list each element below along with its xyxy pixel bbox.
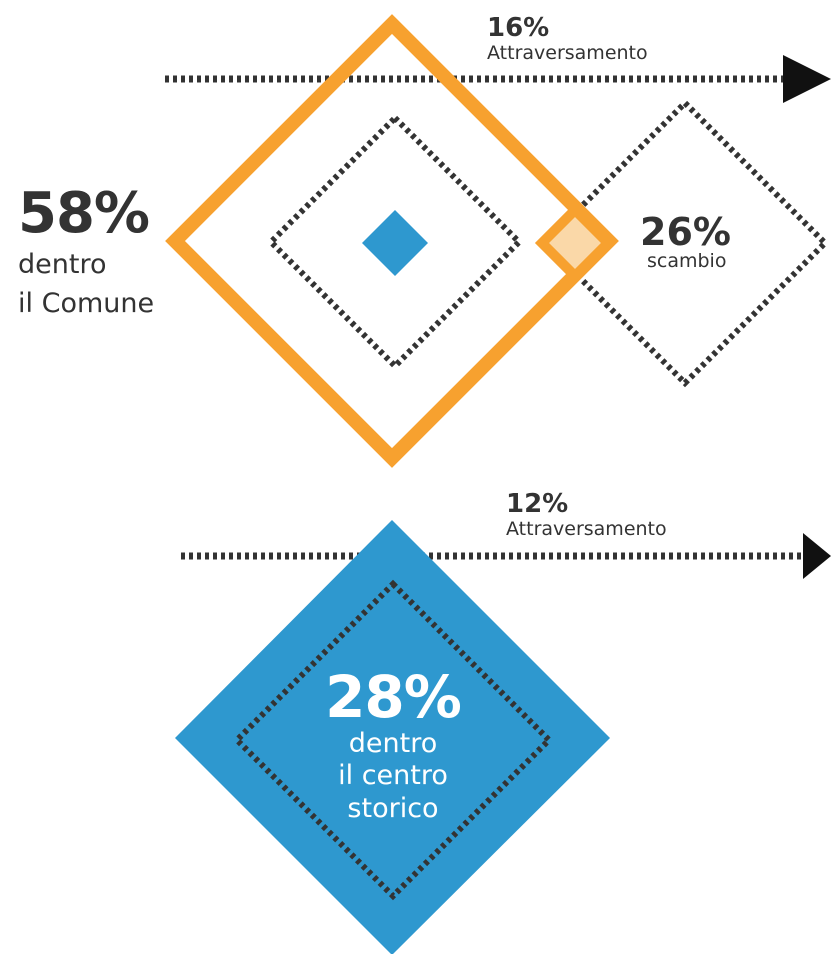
attraversamento-comune-label: Attraversamento [487, 42, 648, 64]
comune-label-line1: dentro [18, 249, 107, 280]
scambio-label: scambio [647, 250, 727, 272]
centro-inner-dotted-diamond [232, 579, 554, 901]
comune-label-line2: il Comune [18, 288, 155, 319]
centro-label-line3: storico [347, 792, 439, 824]
scambio-dotted-diamond [540, 98, 830, 388]
comune-orange-diamond [165, 14, 619, 468]
attraversamento-centro-label: Attraversamento [506, 518, 667, 540]
arrow-bottom-head [803, 533, 831, 579]
overlap-diamond [534, 202, 616, 284]
centro-text-block: 28% dentro il centro storico [293, 668, 493, 825]
centro-label-line2: il centro [338, 760, 448, 792]
centro-label-line1: dentro [348, 728, 438, 759]
comune-percent: 58% [18, 181, 150, 246]
centro-percent: 28% [325, 663, 462, 731]
attraversamento-centro-percent: 12% [506, 489, 569, 519]
comune-inner-dotted-diamond [266, 113, 524, 371]
comune-center-blue-diamond [362, 210, 428, 276]
attraversamento-comune-percent: 16% [487, 13, 550, 43]
scambio-percent: 26% [640, 210, 731, 254]
centro-blue-diamond [175, 520, 610, 954]
arrow-top-head [783, 55, 831, 103]
